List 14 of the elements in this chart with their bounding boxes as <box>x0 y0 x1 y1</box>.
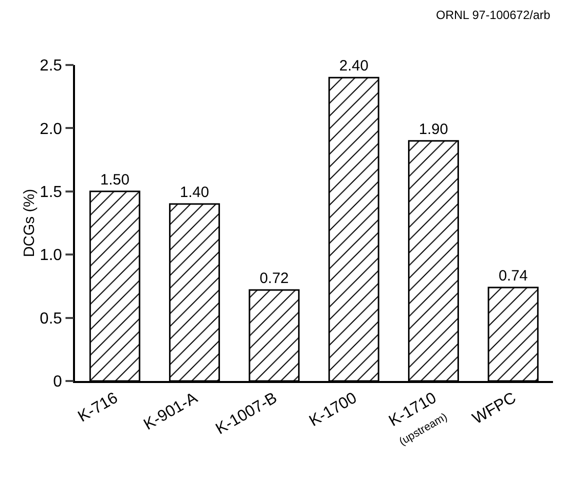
data-label: 1.90 <box>418 120 448 138</box>
y-tick-label: 2.5 <box>40 58 62 75</box>
data-label: 0.74 <box>498 267 528 284</box>
y-tick-label: 1.0 <box>40 247 62 264</box>
data-label: 0.72 <box>260 270 289 287</box>
y-tick-label: 0.5 <box>40 310 62 328</box>
y-tick-label: 1.5 <box>40 184 62 201</box>
data-label: 1.50 <box>100 171 130 188</box>
text: ORNL 97-100672/arb <box>436 8 551 22</box>
y-tick-label: 2.0 <box>40 120 62 138</box>
data-label: 2.40 <box>339 58 368 75</box>
y-axis-title: DCGs (%) <box>20 188 38 258</box>
y-tick-label: 0 <box>53 374 62 391</box>
data-label: 1.40 <box>180 184 210 202</box>
